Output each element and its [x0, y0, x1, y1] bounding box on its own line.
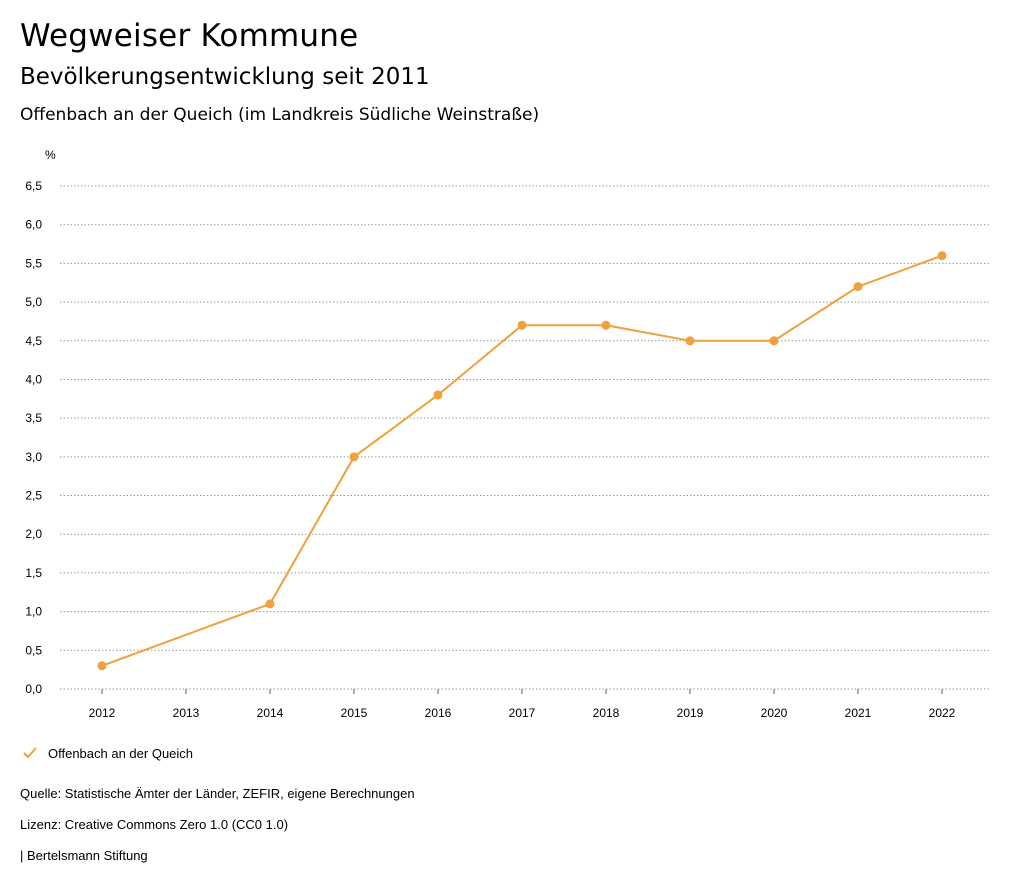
data-point: [97, 661, 107, 671]
line-chart: % 0,0 0,5 1,0 1,5 2,0 2,5 3,0 3,5 4,0 4,5 5,0 5,5 6,0…: [25, 148, 990, 720]
y-tick-label: 2,5: [25, 489, 42, 503]
data-point: [517, 320, 527, 330]
legend-item[interactable]: Offenbach an der Queich: [22, 745, 193, 761]
checkmark-icon: [23, 747, 37, 759]
y-tick-label: 5,5: [25, 256, 42, 270]
x-tick-label: 2022: [929, 706, 956, 720]
y-axis-unit: %: [45, 148, 56, 162]
y-tick-label: 6,5: [25, 179, 42, 193]
y-tick-label: 3,0: [25, 450, 42, 464]
data-point: [265, 599, 275, 609]
x-tick-label: 2015: [341, 706, 368, 720]
data-point: [853, 282, 863, 292]
x-tick-label: 2019: [677, 706, 704, 720]
y-tick-label: 3,5: [25, 411, 42, 425]
y-tick-label: 5,0: [25, 295, 42, 309]
y-tick-label: 4,5: [25, 334, 42, 348]
data-point: [433, 390, 443, 400]
chart-title: Bevölkerungsentwicklung seit 2011: [20, 64, 430, 90]
data-point: [685, 336, 695, 346]
x-tick-label: 2017: [509, 706, 536, 720]
data-point: [349, 452, 359, 462]
x-tick-label: 2014: [257, 706, 284, 720]
source-note: Quelle: Statistische Ämter der Länder, Z…: [20, 786, 415, 801]
y-tick-label: 2,0: [25, 527, 42, 541]
y-tick-label: 6,0: [25, 218, 42, 232]
x-tick-label: 2012: [89, 706, 116, 720]
page-title: Wegweiser Kommune: [20, 18, 359, 54]
data-point: [769, 336, 779, 346]
y-tick-label: 0,5: [25, 643, 42, 657]
legend-label: Offenbach an der Queich: [48, 745, 194, 761]
x-tick-label: 2018: [593, 706, 620, 720]
chart-subtitle: Offenbach an der Queich (im Landkreis Sü…: [20, 105, 540, 125]
x-tick-label: 2020: [761, 706, 788, 720]
publisher-note: | Bertelsmann Stiftung: [20, 848, 148, 863]
y-tick-label: 4,0: [25, 372, 42, 386]
data-point: [601, 320, 611, 330]
series-line: [101, 254, 943, 667]
y-tick-label: 1,0: [25, 605, 42, 619]
y-tick-label: 1,5: [25, 566, 42, 580]
license-note: Lizenz: Creative Commons Zero 1.0 (CC0 1…: [20, 817, 289, 832]
y-tick-label: 0,0: [25, 682, 42, 696]
x-tick-label: 2016: [425, 706, 452, 720]
x-tick-label: 2021: [845, 706, 872, 720]
data-point: [937, 251, 947, 261]
x-tick-label: 2013: [173, 706, 200, 720]
